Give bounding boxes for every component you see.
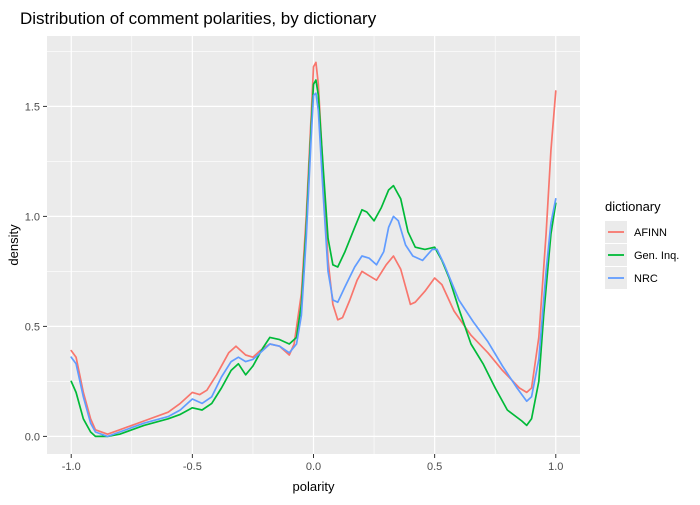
y-tick-label: 0.5 (25, 321, 40, 333)
chart-title: Distribution of comment polarities, by d… (20, 9, 377, 28)
legend-title: dictionary (605, 199, 661, 214)
series-lines (70, 61, 557, 438)
x-tick-label: 1.0 (548, 461, 563, 473)
x-axis-title: polarity (293, 479, 335, 494)
legend: dictionary AFINN Gen. Inq. NRC (605, 199, 679, 289)
series-line-nrc (70, 92, 557, 438)
x-axis-ticks: -1.0 -0.5 0.0 0.5 1.0 (62, 454, 563, 473)
y-axis-ticks: 0.0 0.5 1.0 1.5 (25, 101, 47, 443)
legend-label: AFINN (634, 227, 667, 239)
y-tick-label: 1.0 (25, 211, 40, 223)
series-line-afinn (70, 61, 557, 436)
legend-items: AFINN Gen. Inq. NRC (605, 221, 679, 289)
x-tick-label: 0.0 (306, 461, 321, 473)
x-tick-label: 0.5 (427, 461, 442, 473)
series-line-gen-inq (70, 79, 557, 438)
y-tick-label: 1.5 (25, 101, 40, 113)
legend-label: Gen. Inq. (634, 250, 679, 262)
legend-label: NRC (634, 273, 658, 285)
x-tick-label: -0.5 (183, 461, 202, 473)
x-tick-label: -1.0 (62, 461, 81, 473)
y-tick-label: 0.0 (25, 431, 40, 443)
y-axis-title: density (6, 224, 21, 266)
